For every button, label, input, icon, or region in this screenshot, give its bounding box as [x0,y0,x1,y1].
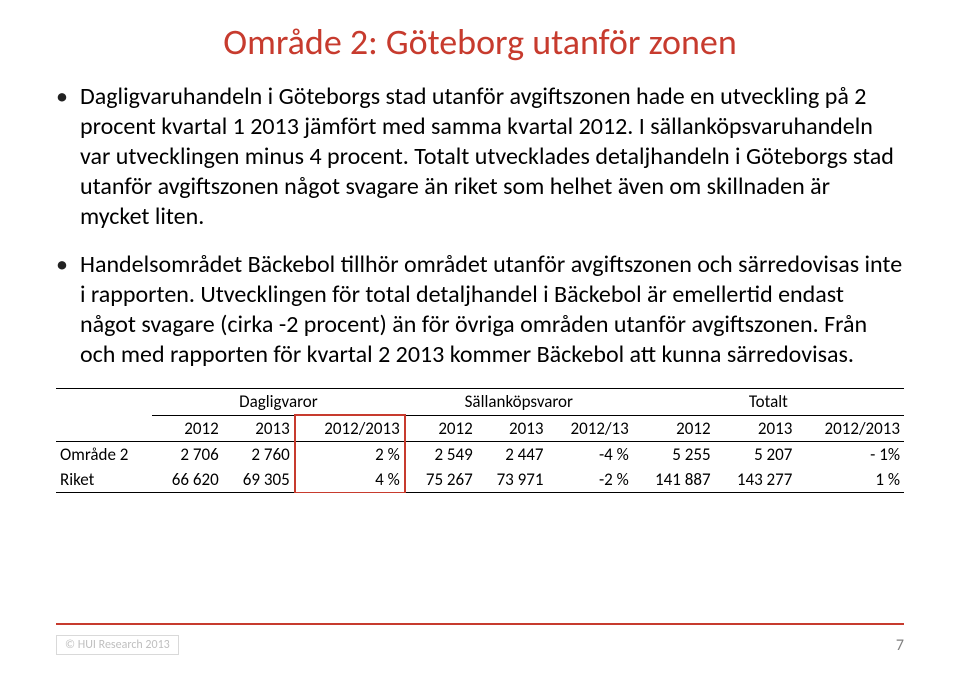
cell: 2 706 [152,442,223,468]
cell: 69 305 [223,467,295,493]
col-header: 2013 [715,415,797,442]
col-header: 2013 [477,415,548,442]
cell: -2 % [548,467,633,493]
cell: 75 267 [405,467,477,493]
cell: 73 971 [477,467,548,493]
cell: 4 % [295,467,405,493]
cell: 5 255 [633,442,715,468]
cell: -4 % [548,442,633,468]
table-group-header-row: Dagligvaror Sällanköpsvaror Totalt [56,389,904,416]
col-header: 2013 [223,415,295,442]
group-header: Sällanköpsvaror [405,389,633,416]
cell: 2 549 [405,442,477,468]
col-header: 2012/2013 [796,415,904,442]
col-header: 2012/13 [548,415,633,442]
table-row: Riket 66 620 69 305 4 % 75 267 73 971 -2… [56,467,904,493]
group-header: Totalt [633,389,904,416]
page-number: 7 [896,636,904,655]
cell: 5 207 [715,442,797,468]
cell: 2 447 [477,442,548,468]
cell: 2 % [295,442,405,468]
row-label: Riket [56,467,152,493]
table-sub-header-row: 2012 2013 2012/2013 2012 2013 2012/13 20… [56,415,904,442]
cell: 1 % [796,467,904,493]
col-header: 2012 [405,415,477,442]
copyright: © HUI Research 2013 [56,635,179,655]
col-header: 2012/2013 [295,415,405,442]
page-title: Område 2: Göteborg utanför zonen [56,20,904,64]
table-row: Område 2 2 706 2 760 2 % 2 549 2 447 -4 … [56,442,904,468]
col-header: 2012 [633,415,715,442]
bullet-item: Dagligvaruhandeln i Göteborgs stad utanf… [56,82,904,232]
footer-divider [56,623,904,625]
row-label: Område 2 [56,442,152,468]
cell: 143 277 [715,467,797,493]
cell: - 1% [796,442,904,468]
bullet-list: Dagligvaruhandeln i Göteborgs stad utanf… [56,82,904,370]
footer: © HUI Research 2013 7 [56,623,904,655]
data-table: Dagligvaror Sällanköpsvaror Totalt 2012 … [56,388,904,493]
bullet-item: Handelsområdet Bäckebol tillhör området … [56,250,904,370]
col-header: 2012 [152,415,223,442]
cell: 141 887 [633,467,715,493]
group-header: Dagligvaror [152,389,405,416]
cell: 66 620 [152,467,223,493]
cell: 2 760 [223,442,295,468]
